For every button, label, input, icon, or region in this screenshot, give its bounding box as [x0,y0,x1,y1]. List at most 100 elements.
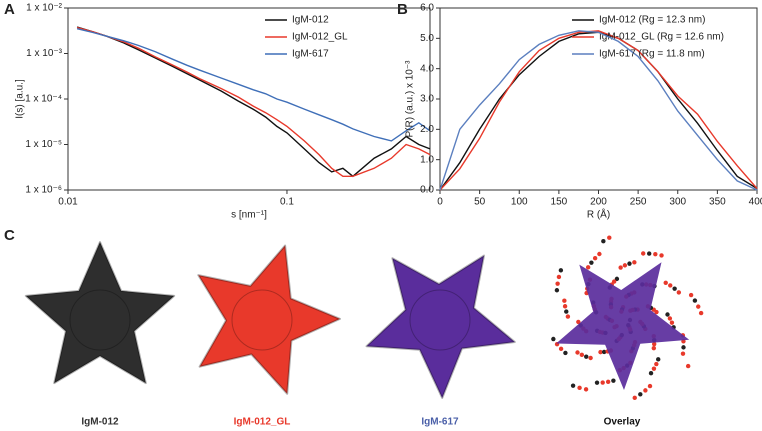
overlay-bead [618,265,623,270]
overlay-bead [554,288,560,293]
overlay-bead [685,363,691,369]
series-line [439,30,758,191]
overlay-bead [577,385,582,391]
overlay-bead [676,290,682,295]
image-caption: IgM-012 [81,417,119,428]
overlay-bead [668,283,673,288]
panel-label: C [4,227,15,244]
x-tick-label: 350 [709,197,726,208]
x-tick-label: 150 [551,197,568,208]
overlay-bead [627,261,632,266]
overlay-bead [583,387,589,392]
y-tick-label: 1 x 10⁻⁵ [25,139,62,150]
overlay-bead [696,304,701,309]
x-tick-label: 0.01 [58,197,78,208]
overlay-bead [575,350,580,355]
overlay-bead [663,280,668,285]
plot-frame [67,7,431,191]
series-line [439,30,758,191]
overlay-bead [551,336,556,342]
x-tick-label: 200 [590,197,607,208]
overlay-bead [563,350,568,356]
overlay-bead [667,316,673,321]
overlay-bead [588,355,593,361]
overlay-bead [600,380,605,385]
x-tick-label: 100 [511,197,528,208]
y-tick-label: 3.0 [420,94,434,105]
overlay-bead [594,380,600,385]
overlay-bead [611,279,617,284]
overlay-bead [653,251,658,257]
overlay-bead [597,251,602,257]
overlay-bead [592,255,598,261]
image-caption: IgM-617 [421,417,459,428]
molecule-core [409,289,471,351]
x-tick-label: 250 [630,197,647,208]
overlay-bead [576,319,581,325]
image-caption: Overlay [604,417,641,428]
legend-label: IgM-012 [292,15,329,26]
legend-label: IgM-617 (Rg = 11.8 nm) [599,49,705,60]
x-axis-label: s [nm⁻¹] [231,210,267,221]
overlay-bead [688,292,694,298]
overlay-bead [607,235,612,240]
overlay-bead [584,354,589,359]
overlay-bead [643,388,648,393]
y-tick-label: 1.0 [420,154,434,165]
panel-label: B [397,1,408,18]
molecule [556,262,690,390]
x-tick-label: 400 [749,197,762,208]
y-tick-label: 2.0 [420,124,434,135]
overlay-bead [669,320,675,325]
image-caption: IgM-012_GL [234,417,291,428]
overlay-bead [681,345,686,350]
overlay-bead [680,351,686,356]
series-line [76,26,431,178]
x-axis-label: R (Å) [587,208,610,221]
y-tick-label: 4.0 [420,63,434,74]
overlay-bead [646,251,652,256]
legend-label: IgM-617 [292,49,329,60]
overlay-bead [565,314,571,319]
x-tick-label: 50 [474,197,486,208]
overlay-bead [654,361,659,367]
overlay-bead [562,298,567,303]
x-tick-label: 300 [669,197,686,208]
overlay-bead [638,392,643,397]
overlay-bead [598,349,603,355]
panel-label: A [4,1,15,18]
overlay-bead [601,239,606,244]
x-tick-label: 0 [437,197,443,208]
legend-label: IgM-012_GL [292,32,348,43]
overlay-bead [585,265,591,270]
legend-label: IgM-012 (Rg = 12.3 nm) [599,15,705,26]
overlay-bead [570,383,576,388]
overlay-bead [601,349,607,355]
y-tick-label: 5.0 [420,33,434,44]
overlay-bead [692,298,698,303]
overlay-bead [698,310,704,316]
overlay-bead [562,304,568,309]
overlay-bead [632,260,637,265]
overlay-bead [555,281,560,286]
y-axis-label: P(R) (a.u.) x 10⁻³ [405,60,416,138]
overlay-bead [564,309,569,314]
x-tick-label: 0.1 [280,197,294,208]
y-tick-label: 1 x 10⁻³ [26,48,63,59]
series-line [76,26,431,177]
overlay-bead [558,346,564,352]
overlay-bead [651,345,657,351]
y-tick-label: 1 x 10⁻² [26,3,63,14]
overlay-bead [556,274,562,280]
overlay-bead [652,341,657,347]
overlay-bead [659,253,664,258]
overlay-bead [632,395,637,401]
overlay-bead [651,366,657,371]
overlay-bead [647,383,653,389]
overlay-bead [614,276,620,282]
overlay-bead [589,260,594,265]
overlay-bead [656,357,661,362]
y-axis-label: I(s) [a.u.] [15,79,26,119]
overlay-bead [622,263,628,268]
